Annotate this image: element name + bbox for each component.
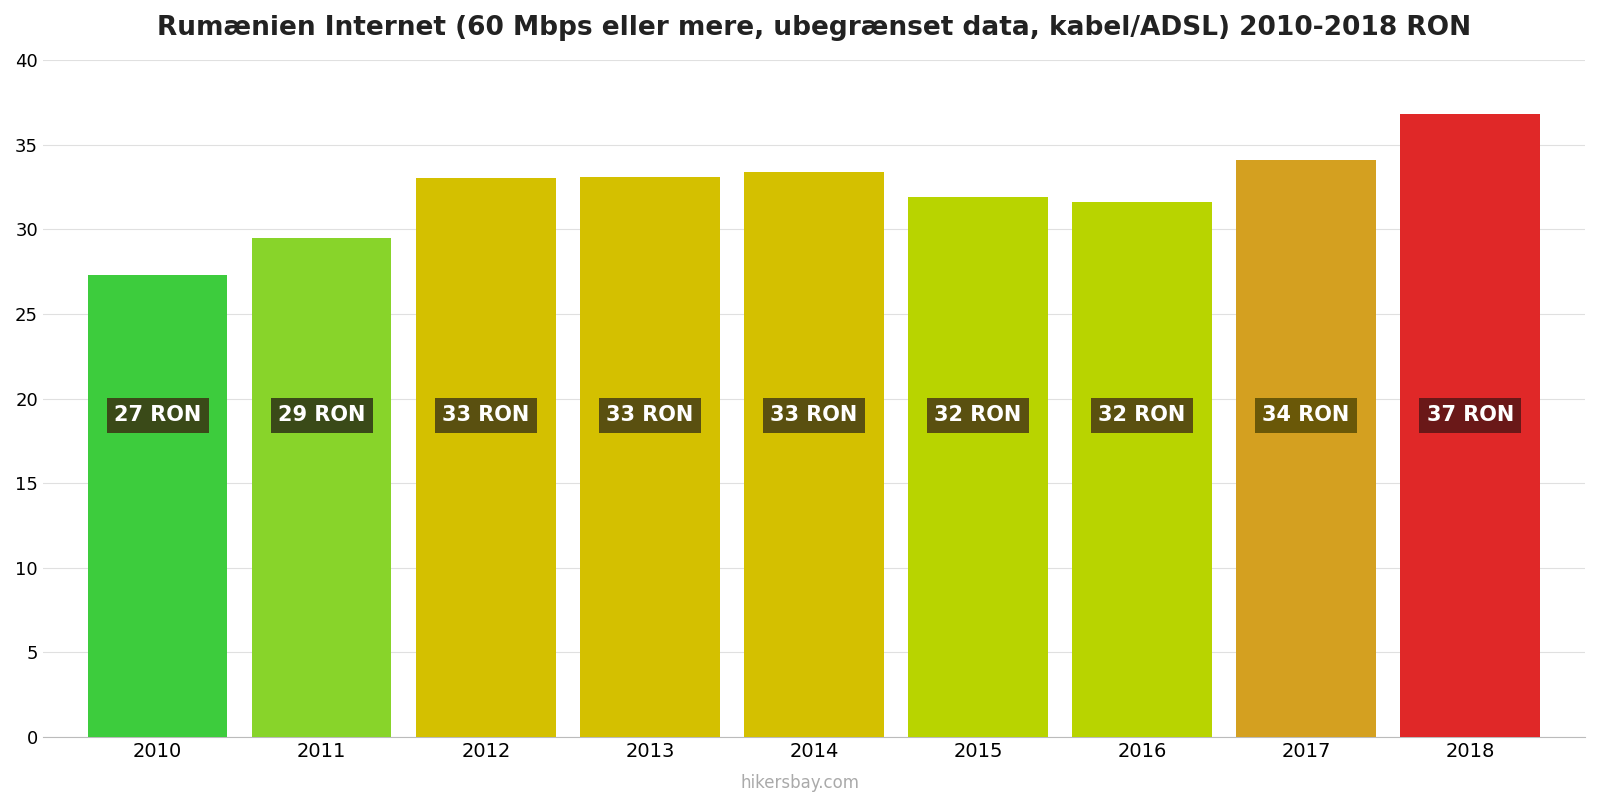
Text: 29 RON: 29 RON: [278, 406, 365, 426]
Text: 33 RON: 33 RON: [442, 406, 530, 426]
Text: 37 RON: 37 RON: [1427, 406, 1514, 426]
Bar: [581, 177, 720, 737]
Title: Rumænien Internet (60 Mbps eller mere, ubegrænset data, kabel/ADSL) 2010-2018 RO: Rumænien Internet (60 Mbps eller mere, u…: [157, 15, 1470, 41]
Bar: [253, 238, 392, 737]
Bar: [744, 172, 883, 737]
Bar: [88, 275, 227, 737]
Bar: [416, 178, 555, 737]
Bar: [909, 197, 1048, 737]
Bar: [1400, 114, 1539, 737]
Text: 34 RON: 34 RON: [1262, 406, 1350, 426]
Bar: [1237, 160, 1376, 737]
Text: 33 RON: 33 RON: [606, 406, 693, 426]
Text: 32 RON: 32 RON: [1099, 406, 1186, 426]
Text: 32 RON: 32 RON: [934, 406, 1022, 426]
Bar: [1072, 202, 1211, 737]
Text: hikersbay.com: hikersbay.com: [741, 774, 859, 792]
Text: 33 RON: 33 RON: [770, 406, 858, 426]
Text: 27 RON: 27 RON: [114, 406, 202, 426]
